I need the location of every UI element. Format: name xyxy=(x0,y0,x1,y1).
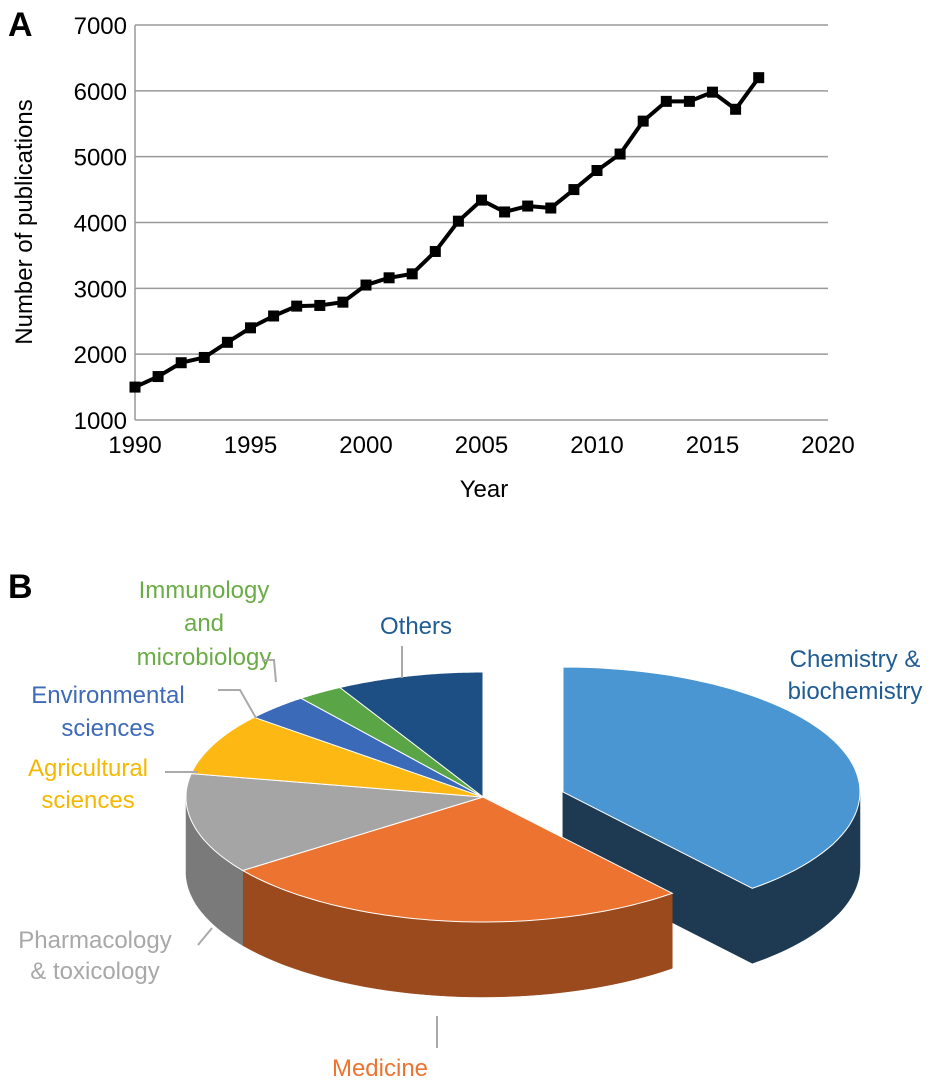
series-line xyxy=(134,76,761,389)
x-tick-label: 2015 xyxy=(686,432,739,459)
y-tick-label: 5000 xyxy=(74,145,127,172)
y-tick-label: 7000 xyxy=(74,13,127,40)
data-point xyxy=(660,95,672,107)
label-immunology-2: and xyxy=(184,610,224,637)
x-tick-label: 1995 xyxy=(224,432,277,459)
leader-environmental xyxy=(218,689,257,719)
pie-slice xyxy=(185,773,484,872)
x-tick-label: 2020 xyxy=(801,432,854,459)
data-point xyxy=(499,206,511,218)
x-axis-label: Year xyxy=(460,476,509,503)
data-point xyxy=(314,299,326,311)
x-tick-label: 2000 xyxy=(339,432,392,459)
data-point xyxy=(707,86,718,98)
data-point xyxy=(383,272,395,284)
data-point xyxy=(568,184,580,196)
data-point xyxy=(476,194,487,206)
data-point xyxy=(406,268,418,280)
x-tick-label: 2005 xyxy=(455,432,508,459)
data-point xyxy=(198,351,210,363)
label-agricultural-2: sciences xyxy=(41,787,134,814)
label-agricultural-1: Agricultural xyxy=(28,755,148,782)
data-point xyxy=(245,322,256,334)
pie-slice xyxy=(190,716,484,798)
pie-slice xyxy=(562,666,861,889)
pie-slice xyxy=(241,796,674,923)
label-immunology-1: Immunology xyxy=(139,577,270,604)
y-tick-label: 2000 xyxy=(74,342,127,369)
x-tick-label: 1990 xyxy=(108,432,161,459)
label-immunology-3: microbiology xyxy=(137,644,272,671)
leader-immunology xyxy=(262,659,277,683)
pie-slice xyxy=(338,671,484,799)
label-environmental-2: sciences xyxy=(61,715,154,742)
data-point xyxy=(175,357,187,369)
data-point xyxy=(614,148,626,160)
pie-slice xyxy=(299,686,484,798)
y-tick-label: 4000 xyxy=(74,211,127,238)
pie-slice xyxy=(252,697,484,798)
data-point xyxy=(452,215,464,227)
data-point xyxy=(268,310,280,322)
data-point xyxy=(291,300,303,312)
data-point xyxy=(129,381,141,393)
y-tick-label: 3000 xyxy=(74,276,127,303)
data-point xyxy=(522,200,534,212)
y-axis-label: Number of publications xyxy=(11,99,38,344)
data-point xyxy=(221,336,233,348)
data-point xyxy=(591,164,603,176)
x-tick-label: 2010 xyxy=(570,432,623,459)
y-tick-label: 6000 xyxy=(74,79,127,106)
leader-lines xyxy=(165,646,438,1048)
label-others: Others xyxy=(380,613,452,640)
label-chemistry-1: Chemistry & xyxy=(790,646,921,673)
data-point xyxy=(429,245,441,257)
data-point xyxy=(730,103,742,115)
label-pharmacology-2: & toxicology xyxy=(30,958,159,985)
y-tick-label: 1000 xyxy=(74,408,127,435)
label-environmental-1: Environmental xyxy=(31,682,184,709)
data-point xyxy=(360,279,372,291)
label-chemistry-2: biochemistry xyxy=(788,678,923,705)
data-point xyxy=(337,296,349,308)
panel-label-a: A xyxy=(8,6,33,44)
data-point xyxy=(152,371,164,383)
data-point xyxy=(637,115,649,127)
data-point xyxy=(683,95,695,107)
line-chart: 1000 2000 3000 4000 5000 6000 7000 1990 1995 2000… xyxy=(74,13,855,459)
leader-pharmacology xyxy=(197,927,213,946)
data-point xyxy=(753,72,765,84)
label-pharmacology-1: Pharmacology xyxy=(18,927,171,954)
panel-label-b: B xyxy=(8,568,33,606)
pie-labels: Chemistry & biochemistry Medicine Pharma… xyxy=(18,577,922,1082)
pie-chart xyxy=(185,666,861,998)
data-point xyxy=(545,202,557,214)
label-medicine: Medicine xyxy=(332,1055,428,1082)
